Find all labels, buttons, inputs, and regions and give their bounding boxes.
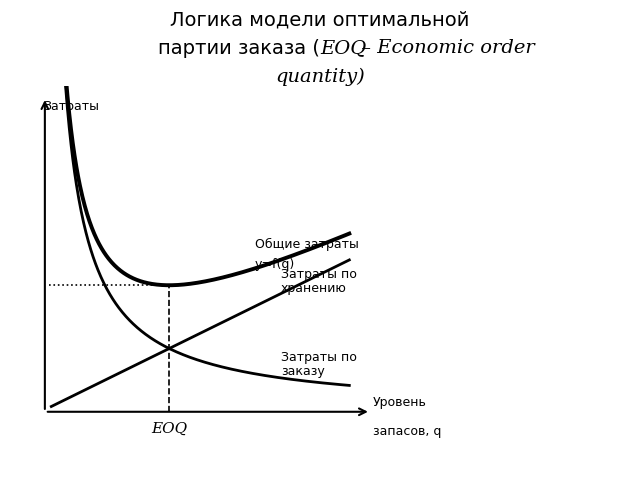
Text: Уровень: Уровень	[373, 396, 427, 409]
Text: EOQ: EOQ	[151, 421, 188, 435]
Text: партии заказа (: партии заказа (	[158, 39, 320, 59]
Text: – Economic order: – Economic order	[355, 39, 535, 57]
Text: quantity): quantity)	[275, 68, 365, 86]
Text: Затраты: Затраты	[43, 100, 99, 113]
Text: Общие затраты: Общие затраты	[255, 238, 359, 251]
Text: хранению: хранению	[281, 282, 347, 295]
Text: Затраты по: Затраты по	[281, 351, 356, 364]
Text: y=f(q): y=f(q)	[255, 258, 295, 271]
Text: EOQ: EOQ	[320, 39, 366, 57]
Text: Логика модели оптимальной: Логика модели оптимальной	[170, 11, 470, 30]
Text: Затраты по: Затраты по	[281, 268, 356, 281]
Text: заказу: заказу	[281, 365, 324, 378]
Text: запасов, q: запасов, q	[373, 425, 441, 438]
